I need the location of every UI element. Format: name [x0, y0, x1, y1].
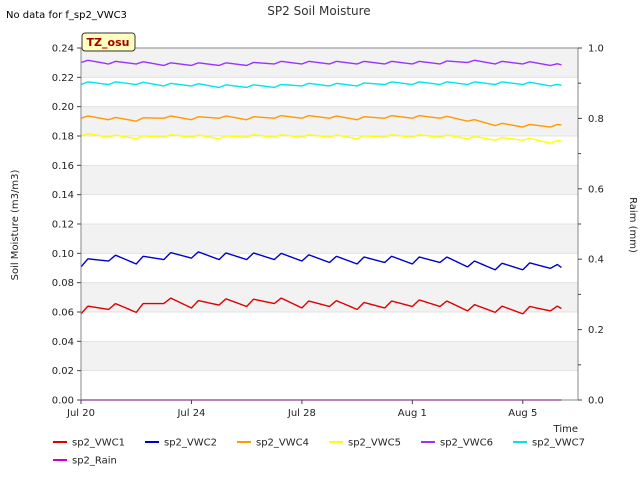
y-tick-label: 0.04	[52, 337, 74, 348]
grid-band	[81, 106, 578, 136]
y-tick-label: 0.18	[52, 132, 74, 143]
legend-label: sp2_VWC1	[72, 438, 125, 449]
no-data-note: No data for f_sp2_VWC3	[6, 10, 127, 21]
legend-item-sp2_VWC7: sp2_VWC7	[513, 438, 585, 449]
series-line-sp2_VWC7	[80, 81, 562, 89]
series-line-sp2_VWC6	[80, 59, 562, 67]
legend-item-sp2_VWC2: sp2_VWC2	[145, 438, 217, 449]
site-badge: TZ_osu	[81, 32, 136, 52]
y2-tick-label: 0.6	[588, 184, 604, 195]
x-axis-title: Time	[553, 424, 578, 435]
y-tick-label: 0.10	[52, 249, 74, 260]
series-line-sp2_VWC5	[80, 132, 562, 144]
y-tick-label: 0.00	[52, 396, 74, 407]
legend-label: sp2_VWC2	[164, 438, 217, 449]
grid-band	[81, 282, 578, 312]
legend-item-sp2_VWC5: sp2_VWC5	[329, 438, 401, 449]
x-tick-label: Jul 20	[66, 408, 95, 419]
y-tick-label: 0.24	[52, 44, 74, 55]
axes-layer: 0.00 0.02 0.04 0.06 0.08 0.10 0.12 0.14 0.16 0.18…	[52, 44, 604, 420]
grid-band	[81, 224, 578, 254]
series-line-sp2_VWC4	[80, 114, 562, 128]
y-tick-label: 0.20	[52, 102, 74, 113]
y2-tick-label: 0.8	[588, 114, 604, 125]
plot-area	[81, 47, 578, 401]
legend-item-sp2_VWC6: sp2_VWC6	[421, 438, 493, 449]
legend-label: sp2_Rain	[72, 456, 117, 467]
legend-label: sp2_VWC4	[256, 438, 309, 449]
series-line-sp2_VWC2	[80, 251, 562, 271]
x-tick-label: Jul 24	[176, 408, 205, 419]
x-tick-label: Jul 28	[287, 408, 316, 419]
y-tick-label: 0.22	[52, 73, 74, 84]
y-tick-label: 0.14	[52, 190, 74, 201]
y-tick-label: 0.06	[52, 308, 74, 319]
legend-label: sp2_VWC5	[348, 438, 401, 449]
y2-tick-label: 0.2	[588, 325, 604, 336]
site-badge-label: TZ_osu	[87, 36, 130, 49]
y-tick-label: 0.16	[52, 161, 74, 172]
site-badge-box	[81, 32, 136, 52]
y-tick-label: 0.02	[52, 366, 74, 377]
legend-item-sp2_Rain: sp2_Rain	[53, 456, 117, 467]
x-tick-label: Aug 5	[508, 408, 537, 419]
y-tick-label: 0.12	[52, 220, 74, 231]
y2-tick-label: 0.0	[588, 396, 604, 407]
y2-tick-label: 0.4	[588, 255, 604, 266]
legend-item-sp2_VWC4: sp2_VWC4	[237, 438, 309, 449]
grid-band	[81, 341, 578, 371]
legend: sp2_VWC1 sp2_VWC2 sp2_VWC4 sp2_VWC5 sp2_VWC6…	[53, 438, 585, 467]
chart-title: SP2 Soil Moisture	[267, 4, 370, 18]
x-tick-label: Aug 1	[398, 408, 427, 419]
legend-label: sp2_VWC6	[440, 438, 493, 449]
grid-band	[81, 165, 578, 195]
series-line-sp2_VWC1	[80, 297, 562, 315]
y2-axis-title: Raim (mm)	[627, 197, 638, 253]
y2-tick-label: 1.0	[588, 44, 604, 55]
grid-band	[81, 48, 578, 78]
y-tick-label: 0.08	[52, 278, 74, 289]
y-axis-title: Soil Moisture (m3/m3)	[10, 170, 21, 281]
legend-label: sp2_VWC7	[532, 438, 585, 449]
legend-item-sp2_VWC1: sp2_VWC1	[53, 438, 125, 449]
